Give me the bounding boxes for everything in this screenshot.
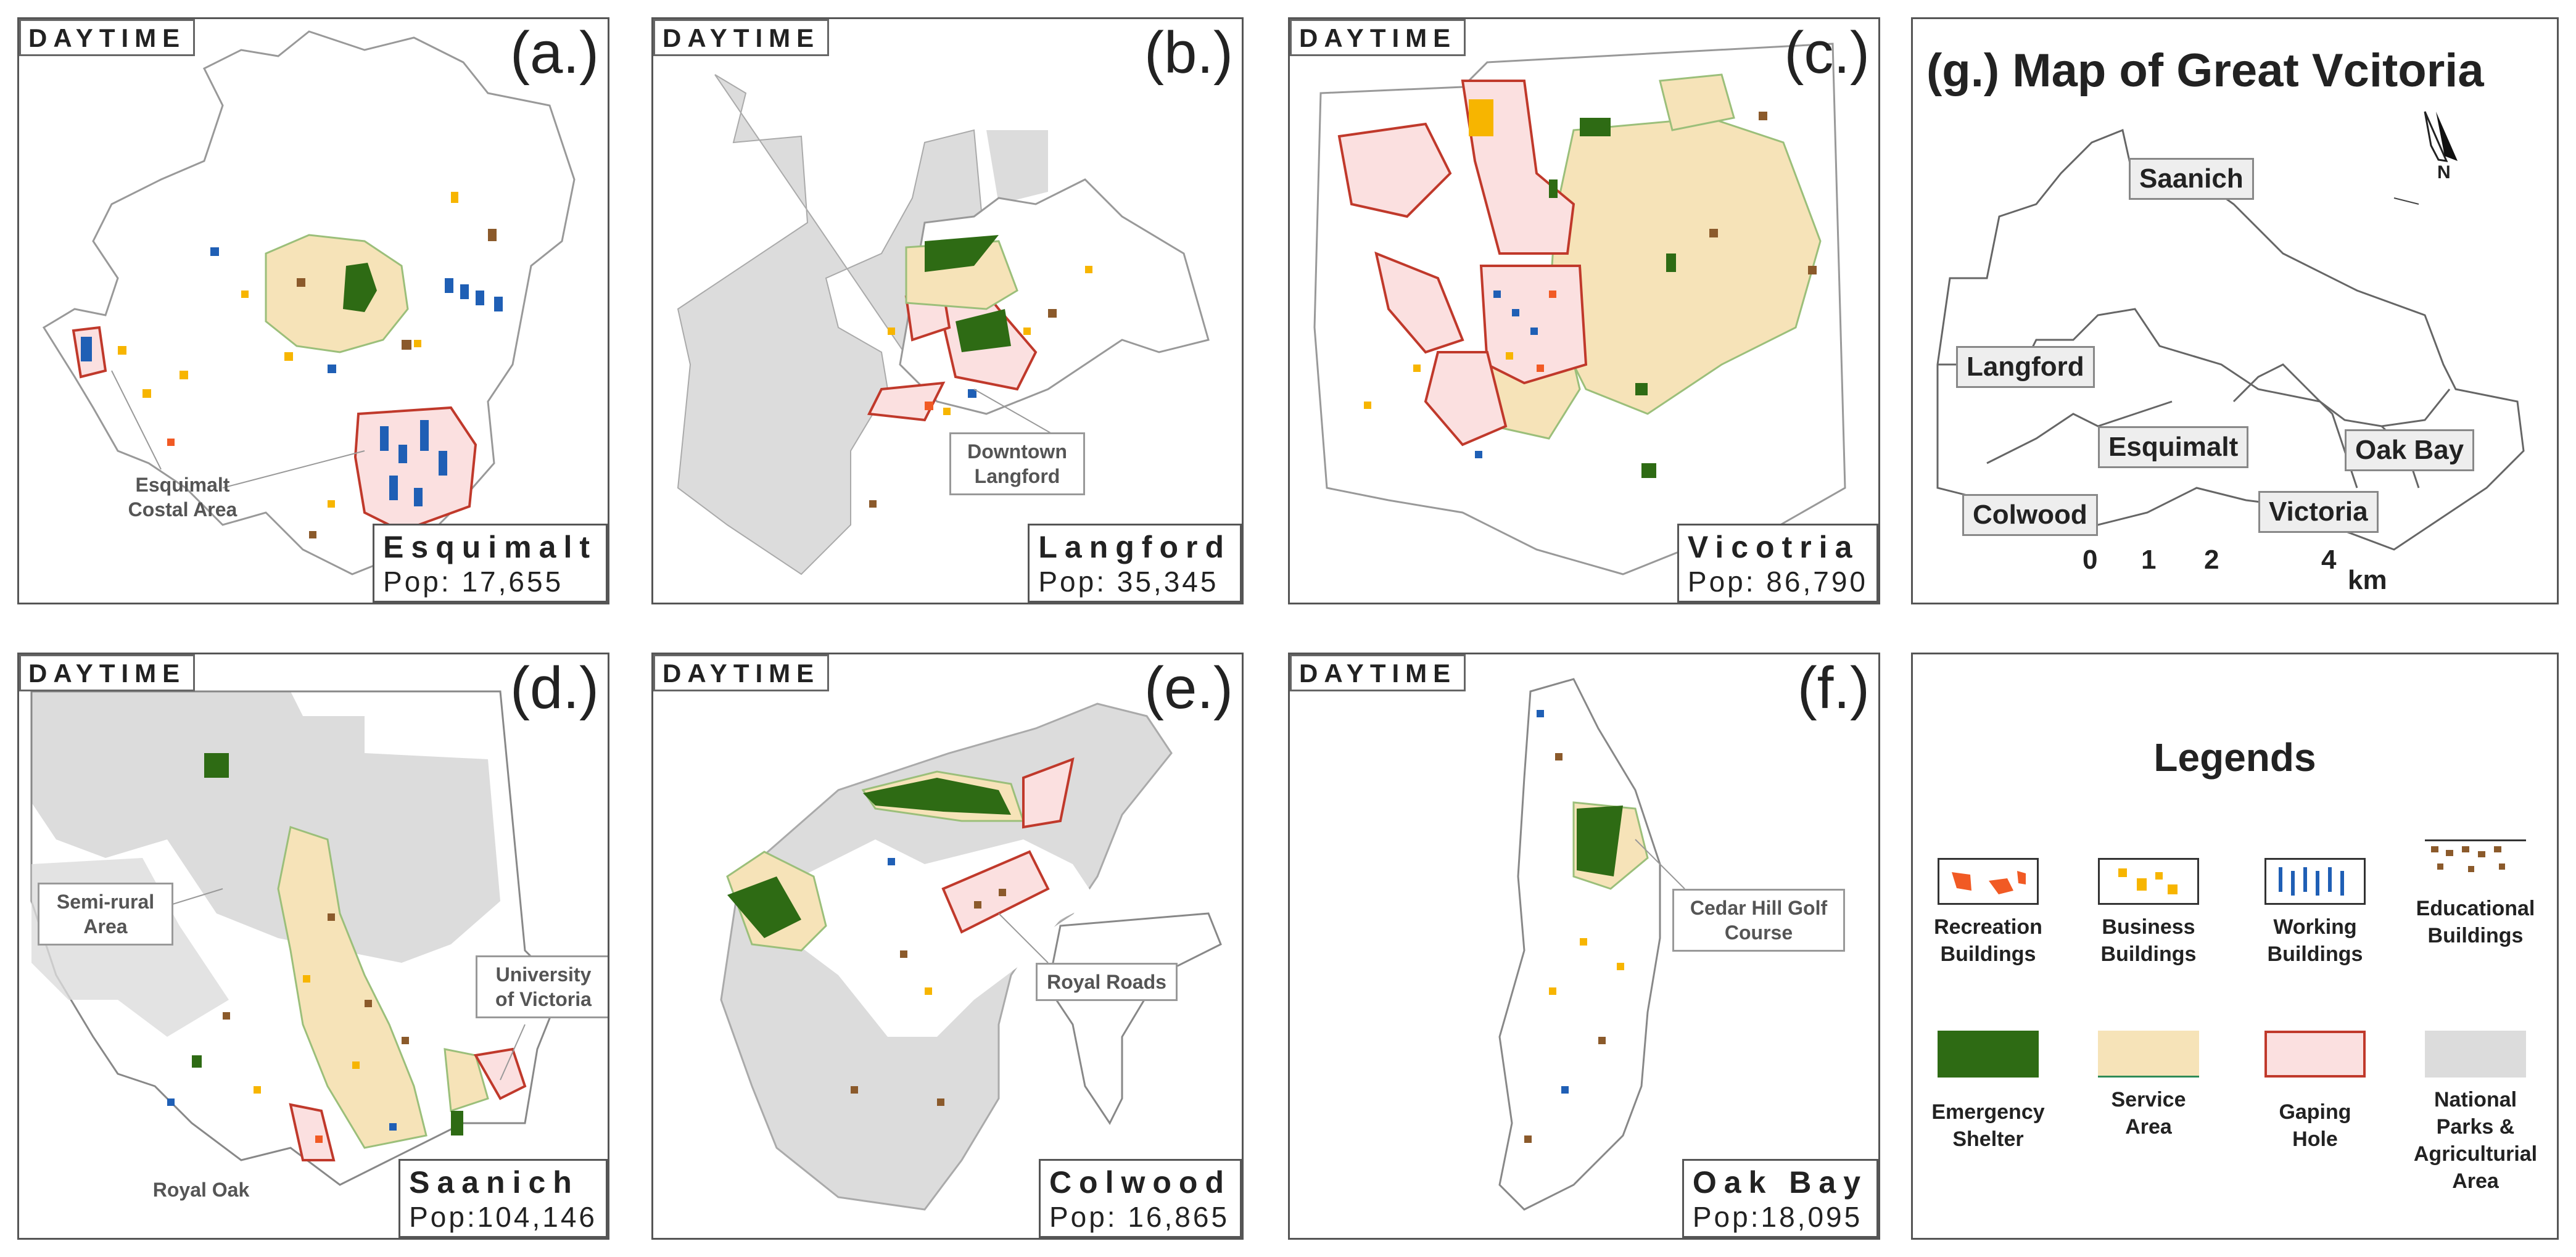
overview-title: (g.) Map of Great Vcitoria bbox=[1926, 44, 2484, 97]
population-box: Esquimalt Pop: 17,655 bbox=[373, 524, 608, 603]
legend-label-educational: Educational Buildings bbox=[2416, 897, 2535, 947]
map-langford bbox=[677, 74, 1210, 575]
population-value: Pop:18,095 bbox=[1692, 1201, 1863, 1233]
legend-symbol-shelter bbox=[1938, 1031, 2039, 1078]
panel-victoria: DAYTIME (c.) Vicotria Pop: 86,790 bbox=[1288, 17, 1880, 604]
legend-label-service: Service Area bbox=[2111, 1088, 2186, 1139]
callout-royal-roads: Royal Roads bbox=[1036, 963, 1178, 1001]
map-saanich bbox=[30, 690, 563, 1186]
callout-text: Downtown Langford bbox=[967, 440, 1067, 487]
population-value: Pop: 86,790 bbox=[1687, 566, 1868, 598]
legend-label-parks: National Parks & Agriculturial Area bbox=[2413, 1088, 2538, 1193]
panel-overview-map: (g.) Map of Great Vcitoria Saanich Langf… bbox=[1911, 17, 2559, 604]
population-box: Langford Pop: 35,345 bbox=[1028, 524, 1242, 603]
callout-text: Cedar Hill Golf Course bbox=[1690, 897, 1828, 944]
population-box: Oak Bay Pop:18,095 bbox=[1682, 1159, 1878, 1238]
callout-university-of-victoria: University of Victoria bbox=[476, 955, 608, 1018]
callout-downtown-langford: Downtown Langford bbox=[949, 432, 1085, 495]
scale-tick-2: 2 bbox=[2204, 545, 2219, 575]
legend-title: Legends bbox=[2153, 735, 2316, 780]
legend-symbol-service bbox=[2098, 1031, 2199, 1078]
legend-symbol-gaping bbox=[2264, 1031, 2366, 1078]
municipality-name: Colwood bbox=[1049, 1165, 1231, 1200]
callout-esquimalt-coastal: Esquimalt Costal Area bbox=[93, 472, 272, 522]
municipality-name: Saanich bbox=[409, 1165, 579, 1200]
population-box: Saanich Pop:104,146 bbox=[398, 1159, 608, 1238]
legend-label-gaping: Gaping Hole bbox=[2279, 1100, 2351, 1151]
legend-symbol-parks bbox=[2425, 1031, 2526, 1078]
legend-label-recreation: Recreation Buildings bbox=[1934, 915, 2042, 966]
legend-panel: Legends Recreation Buildings Business Bu… bbox=[1911, 653, 2559, 1240]
callout-text: Semi-rural Area bbox=[56, 891, 155, 938]
legend-label-business: Business Buildings bbox=[2100, 915, 2197, 966]
panel-oak-bay: DAYTIME (f.) Cedar Hill Golf Course Oak … bbox=[1288, 653, 1880, 1240]
daytime-label: DAYTIME bbox=[19, 654, 196, 691]
map-oak-bay bbox=[1498, 678, 1685, 1211]
map-victoria bbox=[1313, 43, 1846, 575]
north-arrow-label: N bbox=[2437, 162, 2451, 183]
map-colwood bbox=[720, 703, 1222, 1211]
map-label-colwood: Colwood bbox=[1962, 494, 2098, 536]
scale-tick-4: 4 bbox=[2321, 545, 2337, 575]
population-value: Pop: 17,655 bbox=[383, 566, 564, 598]
panel-letter: (d.) bbox=[510, 655, 599, 721]
daytime-label: DAYTIME bbox=[19, 19, 196, 56]
panel-esquimalt: DAYTIME (a.) Esquimalt Costal Area Esqui… bbox=[17, 17, 609, 604]
legend-symbol-educational bbox=[2425, 839, 2526, 886]
municipality-name: Vicotria bbox=[1687, 530, 1860, 564]
callout-text: Esquimalt Costal Area bbox=[128, 474, 237, 521]
scale-tick-1: 1 bbox=[2141, 545, 2157, 575]
callout-semi-rural-area: Semi-rural Area bbox=[38, 883, 173, 946]
daytime-label: DAYTIME bbox=[1290, 654, 1466, 691]
panel-colwood: DAYTIME (e.) Royal Roads Colwood Pop: 16… bbox=[651, 653, 1244, 1240]
scale-tick-0: 0 bbox=[2083, 545, 2098, 575]
population-box: Vicotria Pop: 86,790 bbox=[1677, 524, 1878, 603]
scale-unit: km bbox=[2348, 565, 2387, 595]
callout-royal-oak: Royal Oak bbox=[142, 1177, 260, 1202]
map-label-victoria: Victoria bbox=[2258, 491, 2379, 533]
callout-text: Royal Roads bbox=[1047, 971, 1166, 993]
map-esquimalt bbox=[42, 30, 576, 575]
callout-text: University of Victoria bbox=[495, 963, 592, 1010]
panel-letter: (a.) bbox=[510, 20, 599, 86]
map-label-oak-bay: Oak Bay bbox=[2345, 429, 2475, 471]
legend-symbol-business bbox=[2098, 858, 2199, 905]
daytime-label: DAYTIME bbox=[653, 19, 830, 56]
callout-text: Royal Oak bbox=[152, 1179, 250, 1201]
panel-letter: (c.) bbox=[1784, 20, 1870, 86]
population-value: Pop: 16,865 bbox=[1049, 1201, 1230, 1233]
panel-letter: (b.) bbox=[1144, 20, 1233, 86]
callout-cedar-hill-golf-course: Cedar Hill Golf Course bbox=[1672, 889, 1845, 952]
map-label-saanich: Saanich bbox=[2129, 158, 2254, 200]
panel-langford: DAYTIME (b.) Downtown Langford Langford … bbox=[651, 17, 1244, 604]
panel-letter: (e.) bbox=[1144, 655, 1233, 721]
panel-letter: (f.) bbox=[1797, 655, 1870, 721]
daytime-label: DAYTIME bbox=[653, 654, 830, 691]
daytime-label: DAYTIME bbox=[1290, 19, 1466, 56]
municipality-name: Langford bbox=[1038, 530, 1231, 564]
population-box: Colwood Pop: 16,865 bbox=[1038, 1159, 1242, 1238]
legend-label-working: Working Buildings bbox=[2267, 915, 2363, 966]
map-label-esquimalt: Esquimalt bbox=[2098, 426, 2249, 468]
legend-symbol-working bbox=[2264, 858, 2366, 905]
municipality-name: Esquimalt bbox=[383, 530, 597, 564]
legend-label-shelter: Emergency Shelter bbox=[1931, 1100, 2045, 1151]
legend-symbol-recreation bbox=[1938, 858, 2039, 905]
population-value: Pop:104,146 bbox=[409, 1201, 597, 1233]
population-value: Pop: 35,345 bbox=[1038, 566, 1219, 598]
municipality-name: Oak Bay bbox=[1692, 1165, 1868, 1200]
map-label-langford: Langford bbox=[1956, 346, 2095, 388]
panel-saanich: DAYTIME (d.) Semi-rural Area University … bbox=[17, 653, 609, 1240]
